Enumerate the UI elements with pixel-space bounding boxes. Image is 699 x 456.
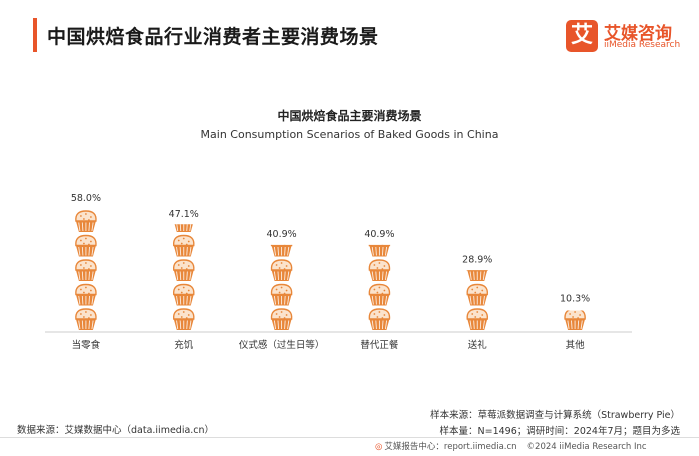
bar-6 — [564, 310, 586, 330]
muffin-icon — [172, 234, 195, 257]
muffin-icon — [368, 244, 391, 257]
footer-divider — [0, 437, 699, 438]
title-accent-bar — [33, 18, 37, 52]
muffin-icon — [75, 308, 97, 330]
category-label: 替代正餐 — [360, 339, 399, 351]
muffin-icon — [270, 283, 293, 306]
page-title: 中国烘焙食品行业消费者主要消费场景 — [47, 26, 379, 48]
bar-3 — [270, 244, 293, 330]
muffin-icon — [172, 283, 195, 306]
muffin-icon — [270, 259, 293, 281]
value-label: 10.3% — [560, 294, 590, 305]
value-label: 47.1% — [169, 209, 199, 220]
muffin-icon — [466, 283, 489, 306]
bar-1 — [75, 210, 97, 330]
muffin-icon — [368, 259, 391, 281]
report-center: 艾媒报告中心：report.iimedia.cn — [384, 442, 517, 452]
sample-source: 样本来源：草莓派数据调查与计算系统（Strawberry Pie） — [430, 410, 680, 421]
muffin-icon — [466, 270, 488, 281]
category-label: 其他 — [566, 339, 586, 351]
muffin-icon — [368, 283, 391, 306]
muffin-icon — [75, 210, 97, 232]
muffin-icon — [270, 308, 293, 330]
chart-title: 中国烘焙食品主要消费场景 — [277, 109, 422, 123]
category-label: 当零食 — [72, 339, 101, 351]
copyright: ©2024 iiMedia Research Inc — [526, 442, 647, 452]
logo-name-cn: 艾媒咨询 — [604, 24, 672, 44]
bar-2 — [172, 224, 195, 330]
muffin-icon — [174, 224, 193, 232]
muffin-icon — [172, 308, 195, 330]
footer: ◎ 艾媒报告中心：report.iimedia.cn ©2024 iiMedia R… — [375, 440, 647, 452]
category-label: 仪式感（过生日等） — [239, 339, 325, 351]
logo-mark-icon: 艾 — [566, 20, 598, 52]
value-label: 58.0% — [71, 193, 101, 204]
muffin-icon — [466, 308, 489, 330]
value-label: 28.9% — [462, 254, 492, 265]
muffin-icon — [368, 308, 391, 330]
category-label: 送礼 — [468, 339, 488, 351]
muffin-icon — [172, 259, 195, 281]
sample-info: 样本量：N=1496；调研时间：2024年7月；题目为多选 — [439, 426, 680, 437]
report-center-icon: ◎ — [375, 442, 383, 452]
bar-4 — [368, 244, 391, 330]
muffin-icon — [75, 283, 97, 306]
value-label: 40.9% — [364, 229, 394, 240]
bar-5 — [466, 270, 489, 330]
brand-logo: 艾 艾媒咨询 iiMedia Research — [566, 20, 686, 56]
chart-subtitle: Main Consumption Scenarios of Baked Good… — [200, 128, 499, 141]
muffin-icon — [564, 310, 586, 330]
logo-name-en: iiMedia Research — [604, 40, 681, 50]
category-label: 充饥 — [174, 339, 194, 351]
value-label: 40.9% — [266, 229, 296, 240]
muffin-icon — [75, 259, 97, 281]
data-source: 数据来源：艾媒数据中心（data.iimedia.cn） — [17, 425, 215, 436]
muffin-icon — [75, 234, 97, 257]
muffin-icon — [270, 244, 293, 257]
